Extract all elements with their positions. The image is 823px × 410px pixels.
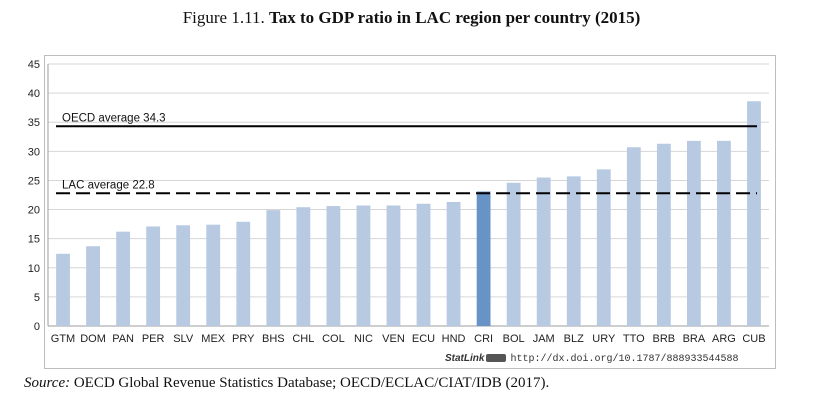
x-tick-label: DOM xyxy=(80,333,106,345)
bar-ecu xyxy=(416,203,431,326)
lac-average-label: LAC average 22.8 xyxy=(62,179,155,191)
y-tick-label: 40 xyxy=(28,88,40,100)
bar-tto xyxy=(626,147,641,326)
bar-ury xyxy=(596,169,611,326)
y-tick-label: 30 xyxy=(28,146,40,158)
bar-pan xyxy=(116,231,131,326)
x-tick-label: MEX xyxy=(201,333,226,345)
bar-col xyxy=(326,206,341,326)
x-tick-label: NIC xyxy=(354,333,373,345)
y-tick-label: 35 xyxy=(28,117,40,129)
bar-blz xyxy=(566,176,581,326)
y-tick-label: 15 xyxy=(28,234,40,246)
x-tick-label: BRA xyxy=(683,333,706,345)
x-tick-label: PAN xyxy=(112,333,134,345)
y-tick-label: 0 xyxy=(34,321,40,333)
bar-bra xyxy=(686,140,701,326)
x-tick-label: TTO xyxy=(623,333,645,345)
y-tick-label: 5 xyxy=(34,292,40,304)
source-note: Source: OECD Global Revenue Statistics D… xyxy=(24,375,549,392)
x-tick-label: BHS xyxy=(262,333,285,345)
x-tick-label: PER xyxy=(142,333,165,345)
figure-number: Figure 1.11. xyxy=(182,8,265,27)
bar-per xyxy=(146,226,161,326)
bar-cub xyxy=(747,101,761,326)
bar-cri xyxy=(476,191,491,326)
bar-mex xyxy=(206,224,221,326)
x-tick-label: HND xyxy=(442,333,466,345)
figure-title: Figure 1.11. Tax to GDP ratio in LAC reg… xyxy=(0,8,823,28)
x-tick-label: BLZ xyxy=(564,333,584,345)
oecd-average-label: OECD average 34.3 xyxy=(62,112,166,124)
bar-slv xyxy=(176,225,191,326)
bar-chl xyxy=(296,207,311,326)
x-tick-label: ARG xyxy=(712,333,736,345)
statlink-brand: StatLink xyxy=(445,353,485,364)
x-tick-label: CHL xyxy=(292,333,314,345)
x-tick-label: GTM xyxy=(51,333,75,345)
figure-title-text: Tax to GDP ratio in LAC region per count… xyxy=(268,8,641,27)
statlink-logo-icon xyxy=(486,354,507,363)
y-tick-label: 20 xyxy=(28,205,40,217)
bar-nic xyxy=(356,205,371,326)
bar-gtm xyxy=(56,253,70,326)
bar-arg xyxy=(717,140,731,326)
bar-bol xyxy=(506,182,521,326)
y-tick-label: 10 xyxy=(28,263,40,275)
bar-dom xyxy=(86,246,100,326)
y-tick-label: 25 xyxy=(28,175,40,187)
x-tick-label: URY xyxy=(592,333,616,345)
bar-hnd xyxy=(446,201,461,326)
bar-ven xyxy=(386,205,401,326)
chart-frame xyxy=(44,55,776,369)
x-tick-label: VEN xyxy=(382,333,405,345)
x-tick-label: BOL xyxy=(503,333,525,345)
x-tick-label: PRY xyxy=(232,333,255,345)
bar-bhs xyxy=(266,210,281,326)
bar-brb xyxy=(656,143,671,326)
source-text: OECD Global Revenue Statistics Database;… xyxy=(73,375,550,391)
x-tick-label: BRB xyxy=(653,333,676,345)
x-tick-label: ECU xyxy=(412,333,435,345)
x-tick-label: CUB xyxy=(742,333,765,345)
bar-jam xyxy=(536,177,551,326)
x-tick-label: JAM xyxy=(533,333,555,345)
x-tick-label: SLV xyxy=(173,333,194,345)
x-tick-label: CRI xyxy=(474,333,493,345)
statlink[interactable]: StatLink http://dx.doi.org/10.1787/888933… xyxy=(445,353,739,365)
x-tick-label: COL xyxy=(322,333,345,345)
bar-pry xyxy=(236,221,251,326)
source-label: Source: xyxy=(24,375,71,391)
y-tick-label: 45 xyxy=(28,59,40,71)
statlink-url[interactable]: http://dx.doi.org/10.1787/888933544588 xyxy=(510,354,739,365)
